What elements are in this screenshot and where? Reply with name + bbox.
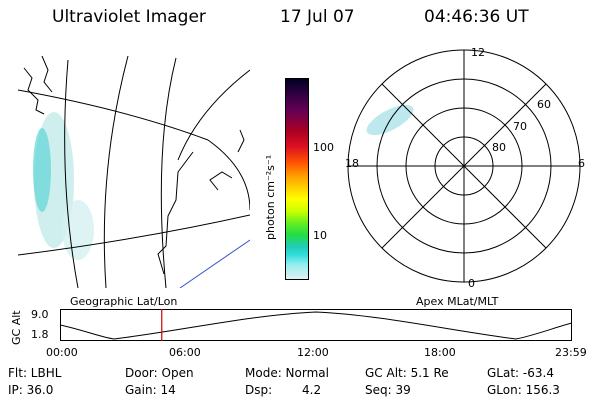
mlt-label-18: 18 <box>345 157 359 170</box>
mlat-label-70: 70 <box>513 120 527 133</box>
time-tick-0: 00:00 <box>46 346 78 359</box>
altitude-ylabel: GC Alt <box>10 310 23 345</box>
time-tick-2: 12:00 <box>297 346 329 359</box>
time-tick-4: 23:59 <box>555 346 587 359</box>
mlat-label-80: 80 <box>492 141 506 154</box>
info-mode: Mode: Normal <box>245 366 329 380</box>
info-glon: GLon: 156.3 <box>487 383 560 397</box>
info-ip: IP: 36.0 <box>8 383 54 397</box>
mlat-label-60: 60 <box>537 98 551 111</box>
date-label: 17 Jul 07 <box>280 7 355 27</box>
colorbar <box>285 78 309 280</box>
colorbar-tick-100: 100 <box>313 141 334 154</box>
info-seq: Seq: 39 <box>365 383 411 397</box>
time-tick-3: 18:00 <box>424 346 456 359</box>
info-gc-alt: GC Alt: 5.1 Re <box>365 366 449 380</box>
info-dsp-value: 4.2 <box>302 383 322 397</box>
map-label-apex: Apex MLat/MLT <box>416 295 499 308</box>
info-glat: GLat: -63.4 <box>487 366 554 380</box>
time-tick-1: 06:00 <box>169 346 201 359</box>
altitude-ytick-max: 9.0 <box>31 308 49 321</box>
mlt-label-12: 12 <box>471 46 485 59</box>
mlt-label-6: 6 <box>578 157 585 170</box>
mlt-label-0: 0 <box>468 277 475 290</box>
altitude-plot <box>60 309 572 341</box>
colorbar-unit-label: photon cm⁻²s⁻¹ <box>264 154 277 240</box>
info-flt: Flt: LBHL <box>8 366 62 380</box>
aurora-emission-left <box>33 112 94 260</box>
colorbar-tick-10: 10 <box>313 229 327 242</box>
map-label-geographic: Geographic Lat/Lon <box>70 295 178 308</box>
info-door: Door: Open <box>125 366 194 380</box>
altitude-ytick-min: 1.8 <box>31 328 49 341</box>
polar-plot <box>347 49 581 283</box>
app-title: Ultraviolet Imager <box>52 7 206 27</box>
info-gain: Gain: 14 <box>125 383 176 397</box>
geographic-map <box>18 55 250 288</box>
time-label: 04:46:36 UT <box>424 7 529 27</box>
info-dsp-label: Dsp: <box>245 383 273 397</box>
